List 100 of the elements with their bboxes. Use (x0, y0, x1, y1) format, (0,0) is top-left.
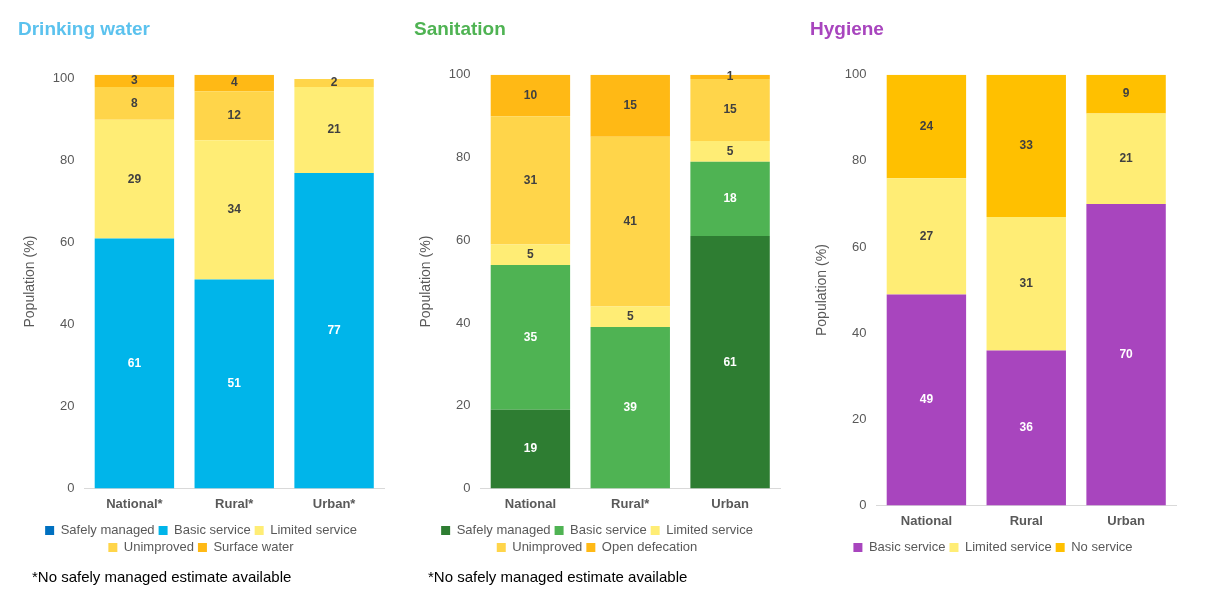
y-tick-label: 60 (456, 231, 471, 247)
y-tick-label: 80 (852, 152, 867, 168)
y-tick-label: 40 (60, 316, 75, 332)
legend-label: Open defecation (601, 539, 698, 555)
data-label: 31 (1019, 275, 1034, 290)
data-label: 39 (623, 400, 638, 415)
y-tick-label: 100 (844, 66, 867, 82)
data-label: 3 (131, 73, 139, 88)
text: *No safely managed estimate available (31, 568, 293, 585)
bar (94, 74, 175, 88)
bar (490, 74, 571, 117)
y-axis-title: Population (%) (417, 235, 434, 328)
chart-title: Sanitation (414, 17, 506, 39)
data-label: 41 (623, 213, 638, 228)
legend-label: Limited service (666, 522, 753, 538)
y-tick-label: 40 (852, 324, 867, 340)
bar (1086, 74, 1166, 114)
y-tick-label: 100 (52, 70, 75, 86)
x-tick-label: Rural* (611, 495, 651, 511)
data-label: 35 (523, 329, 538, 344)
data-label: 19 (523, 441, 538, 456)
legend-label: Basic service (868, 539, 946, 555)
data-label: 15 (623, 98, 638, 113)
legend-label: Limited service (270, 522, 357, 538)
bar (886, 74, 967, 179)
legend-label: Limited service (964, 539, 1052, 555)
data-label: 61 (127, 355, 142, 370)
bar (490, 244, 571, 266)
data-label: 2 (330, 75, 338, 90)
bar (1086, 203, 1166, 506)
x-tick-label: National* (106, 495, 164, 511)
bar (490, 116, 571, 245)
bar (886, 178, 967, 295)
data-label: 8 (131, 95, 139, 110)
y-tick-label: 0 (859, 496, 867, 512)
data-label: 18 (723, 191, 738, 206)
data-label: 9 (1122, 86, 1130, 101)
legend-label: Unimproved (123, 539, 194, 555)
data-label: 15 (723, 102, 738, 117)
bar (690, 236, 770, 489)
bar (690, 78, 770, 141)
legend-label: Unimproved (512, 539, 583, 555)
x-tick-label: National (900, 512, 953, 528)
y-tick-label: 80 (456, 149, 471, 165)
legend-label: Surface water (213, 539, 295, 555)
bar (194, 279, 274, 489)
x-tick-label: National (504, 495, 557, 511)
chart-title: Drinking water (18, 17, 151, 39)
data-label: 34 (227, 202, 242, 217)
bar (986, 216, 1066, 351)
data-label: 27 (919, 228, 934, 243)
x-tick-label: Rural* (215, 495, 255, 511)
data-label: 33 (1019, 138, 1034, 153)
legend-label: Basic service (174, 522, 251, 538)
bar (590, 74, 670, 137)
y-tick-label: 20 (852, 410, 867, 426)
bar (294, 173, 374, 489)
bar (194, 140, 274, 280)
legend-label: Safely managed (456, 522, 551, 538)
y-tick-label: 80 (60, 152, 75, 168)
bar (986, 350, 1066, 506)
bar (886, 294, 967, 506)
y-tick-label: 0 (463, 479, 471, 495)
data-label: 12 (227, 108, 242, 123)
x-tick-label: Urban (1107, 512, 1145, 528)
bar (1086, 113, 1166, 204)
bar (490, 265, 571, 410)
bar (590, 306, 670, 328)
y-tick-label: 100 (448, 66, 471, 82)
bar (294, 87, 374, 174)
legend-label: Safely managed (60, 522, 155, 538)
x-tick-label: Rural (1009, 512, 1043, 528)
bar (94, 119, 175, 239)
data-label: 10 (523, 87, 538, 102)
bar (490, 409, 571, 489)
legend-label: Basic service (570, 522, 647, 538)
x-tick-label: Urban* (312, 495, 357, 511)
data-label: 77 (327, 323, 342, 338)
y-axis-title: Population (%) (813, 244, 830, 337)
y-tick-label: 20 (60, 398, 75, 414)
y-tick-label: 60 (60, 234, 75, 250)
bar (194, 74, 274, 92)
y-tick-label: 20 (456, 397, 471, 413)
data-label: 5 (527, 247, 535, 262)
chart-title: Hygiene (810, 17, 884, 39)
x-tick-label: Urban (711, 495, 749, 511)
data-label: 61 (723, 354, 738, 369)
bar (986, 74, 1066, 217)
bar (294, 78, 374, 88)
bar (690, 161, 770, 237)
data-label: 5 (626, 309, 634, 324)
y-tick-label: 60 (852, 238, 867, 254)
bar (690, 140, 770, 162)
data-label: 70 (1119, 347, 1134, 361)
y-axis-title: Population (%) (21, 235, 38, 328)
data-label: 21 (1119, 151, 1134, 166)
text: *No safely managed estimate available (427, 568, 689, 585)
data-label: 24 (919, 118, 934, 133)
data-label: 29 (127, 171, 142, 186)
bar (194, 91, 274, 141)
